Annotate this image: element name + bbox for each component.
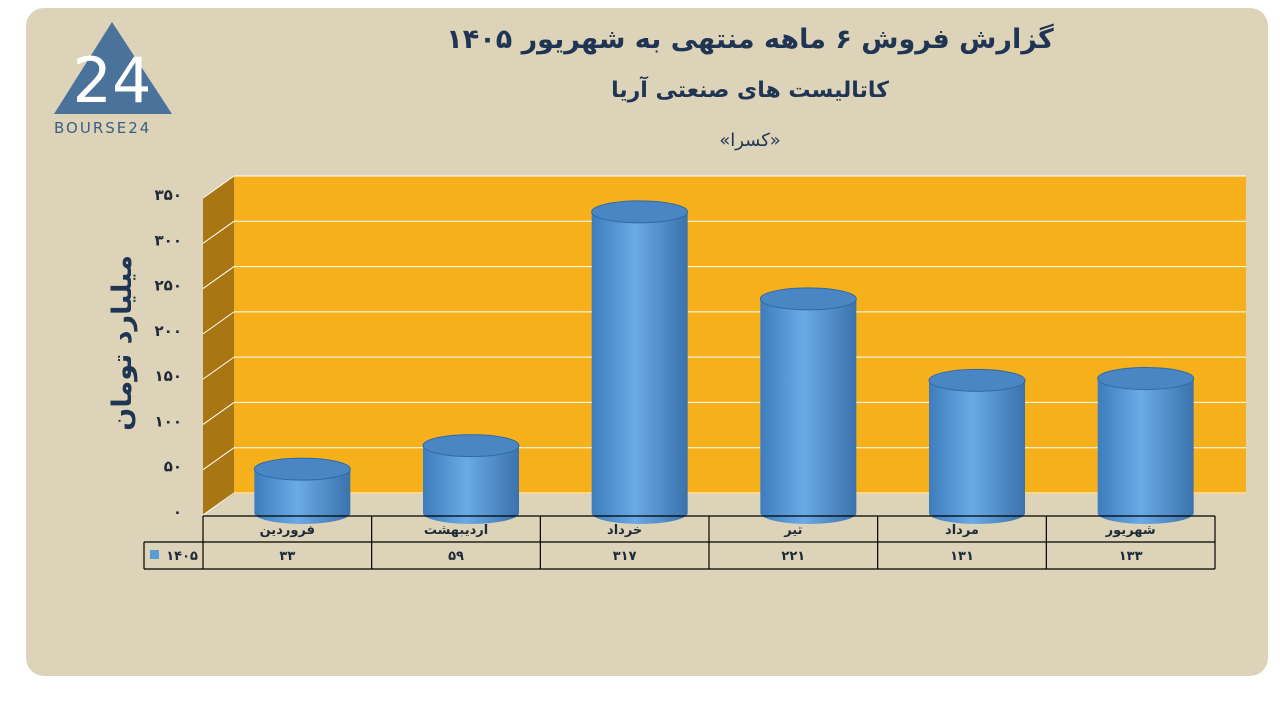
bar-body [423,445,519,524]
gridline-side [202,220,235,244]
data-label: ۱۳۳ [1119,549,1143,564]
legend-series-label: ۱۴۰۵ [166,549,198,564]
data-label: ۳۳ [279,549,295,564]
bar-top [591,200,689,224]
data-label: ۵۹ [448,549,464,564]
bar [422,434,520,524]
x-category-label: شهریور [1105,523,1156,538]
y-tick-label: ۱۵۰ [155,367,182,385]
x-category-label: اردیبهشت [424,523,488,538]
bar-body [760,298,857,524]
bar [253,457,351,524]
data-label: ۳۱۷ [613,549,637,564]
x-category-label: مرداد [945,523,979,538]
x-category-label: فروردین [260,523,315,538]
bar-body [1097,378,1194,524]
logo-wordmark: BOURSE24 [54,119,152,137]
y-tick-label: ۳۵۰ [155,186,182,204]
y-tick-label: ۵۰ [164,458,182,476]
chart-title: گزارش فروش ۶ ماهه منتهی به شهریور ۱۴۰۵ [446,24,1054,55]
plot-side-wall [203,176,234,515]
y-tick-label: ۰ [173,503,182,521]
bourse24-logo: 24 [50,20,180,142]
gridline-side [202,311,235,335]
gridline-side [202,356,235,380]
bar-top [1097,367,1195,391]
x-category-label: تیر [783,523,802,538]
gridline-side [202,175,235,199]
bourse24-triangle-logo-icon: 24 [54,22,172,117]
logo-digits: 24 [73,44,152,117]
bar [928,368,1026,524]
bar-top [928,368,1026,392]
gridline-side [202,447,235,471]
data-label: ۱۳۱ [950,549,974,564]
bar-top [422,434,520,458]
y-tick-label: ۱۰۰ [155,412,182,430]
bar [759,287,857,524]
x-category-label: خرداد [607,523,642,538]
bar-body [929,380,1025,524]
y-tick-label: ۳۰۰ [155,231,182,249]
bar-body [591,211,688,525]
bar-top [253,457,351,481]
gridline-side [202,402,235,425]
gridline-side [202,266,235,289]
data-label: ۲۲۱ [781,549,805,564]
legend-swatch [150,550,159,559]
y-tick-label: ۲۵۰ [155,277,182,295]
bar [1097,367,1195,524]
bar [591,200,689,525]
chart-subtitle: کاتالیست های صنعتی آریا [611,78,889,103]
plot-back-wall [234,176,1246,494]
y-tick-label: ۲۰۰ [155,322,182,340]
bar-body [254,469,351,524]
gridline-side [202,492,235,516]
company-name: «کسرا» [719,130,781,151]
bar-top [759,287,857,311]
